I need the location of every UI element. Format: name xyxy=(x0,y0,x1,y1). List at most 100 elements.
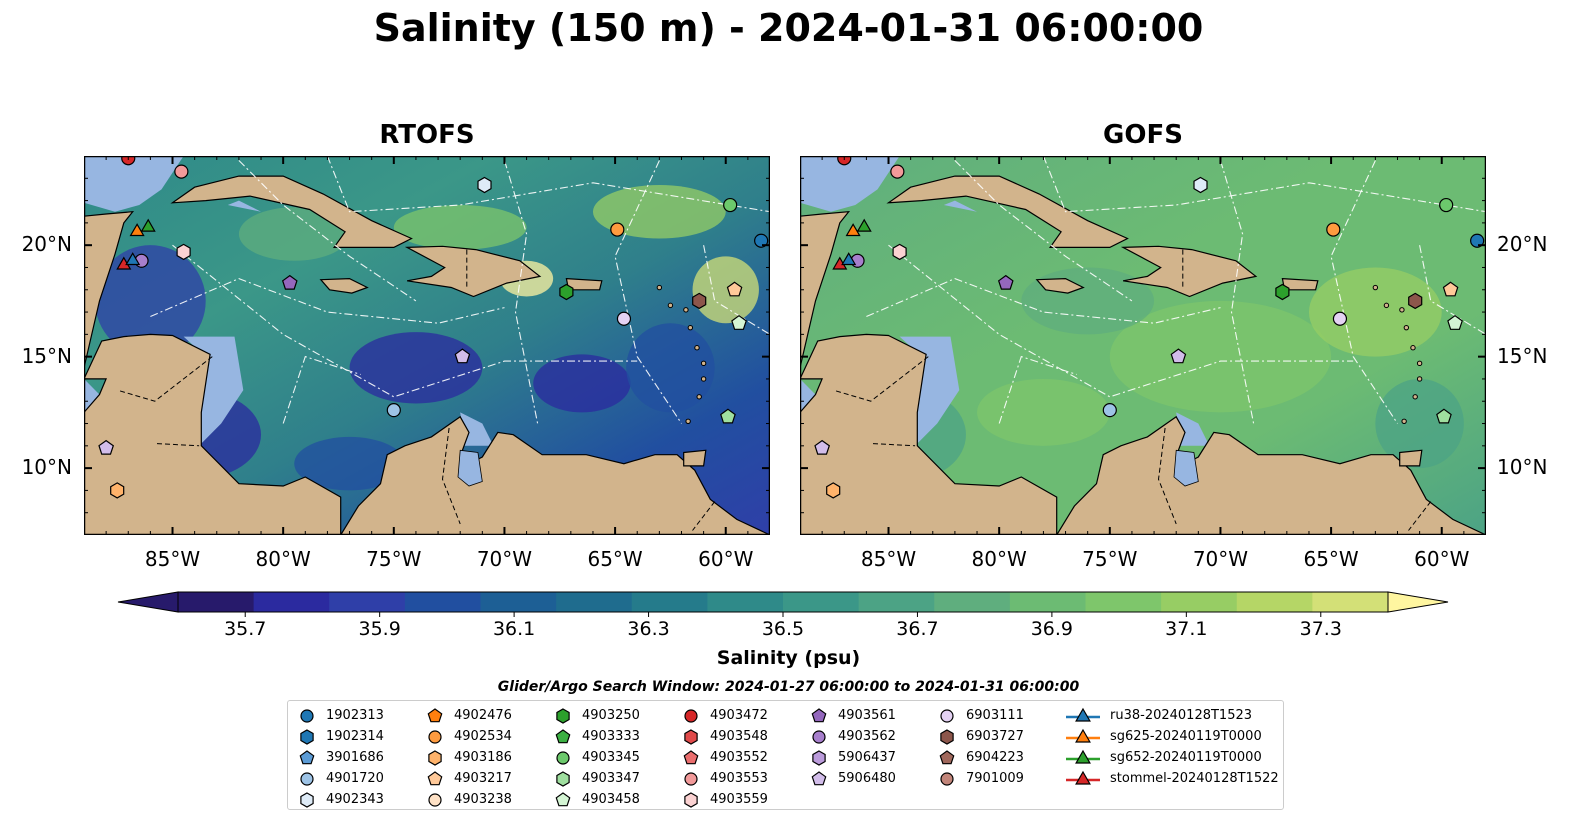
colorbar-segment xyxy=(1312,592,1389,612)
legend-symbol xyxy=(300,771,314,786)
colorbar-segment xyxy=(1236,592,1313,612)
island xyxy=(687,324,694,331)
legend-label: 4903250 xyxy=(582,708,640,723)
eez-boundary xyxy=(1419,245,1486,335)
legend-marker xyxy=(684,771,698,786)
legend-marker xyxy=(683,749,699,764)
argo-float-marker xyxy=(1439,197,1454,213)
legend-item: 4903559 xyxy=(682,789,768,810)
land-yucatan xyxy=(84,156,342,535)
colorbar-segment xyxy=(934,592,1011,612)
legend-label: 4903559 xyxy=(710,792,768,807)
colorbar-segment xyxy=(480,592,557,612)
legend: 1902313 1902314 3901686 4901720 4902343 49024… xyxy=(287,700,1284,810)
legend-column: 4903472 4903548 4903552 4903553 4903559 xyxy=(682,705,768,810)
eez-boundary xyxy=(1042,156,1486,213)
argo-float-marker xyxy=(726,281,743,297)
lat-tick-label-left: 10°N xyxy=(21,455,72,480)
eez-boundary xyxy=(703,245,770,335)
island xyxy=(1383,302,1390,309)
country-border xyxy=(117,356,213,402)
legend-label: 3901686 xyxy=(326,750,384,765)
island xyxy=(683,307,689,313)
legend-column: ru38-20240128T1523 sg625-20240119T0000 sg6… xyxy=(1066,705,1279,789)
colorbar-tick-label: 36.7 xyxy=(896,618,938,640)
argo-float-marker xyxy=(1408,292,1423,310)
land-hispaniola xyxy=(404,245,542,298)
land-southam xyxy=(1055,415,1486,535)
legend-item: 4903186 xyxy=(426,747,512,768)
legend-label: 4903345 xyxy=(582,750,640,765)
legend-symbol xyxy=(812,729,826,744)
legend-marker xyxy=(555,791,571,806)
salinity-patch xyxy=(692,256,759,324)
legend-symbol xyxy=(300,708,314,723)
legend-item: ru38-20240128T1523 xyxy=(1066,705,1279,726)
argo-float-marker xyxy=(1332,311,1348,326)
legend-column: 4903561 4903562 5906437 5906480 xyxy=(810,705,896,789)
argo-float-marker xyxy=(121,156,136,166)
glider-marker xyxy=(125,252,141,266)
argo-float-marker xyxy=(110,482,125,499)
map-frame xyxy=(84,156,770,535)
argo-float-marker xyxy=(98,439,115,455)
country-border xyxy=(872,443,916,447)
lon-tick-label: 60°W xyxy=(698,547,754,571)
argo-float-marker xyxy=(1326,222,1341,237)
legend-marker xyxy=(1066,749,1100,764)
legend-item: 5906437 xyxy=(810,747,896,768)
lon-tick-label: 85°W xyxy=(144,547,201,571)
legend-item: 4901720 xyxy=(298,768,384,789)
legend-marker xyxy=(684,728,698,745)
country-border xyxy=(1408,501,1432,531)
legend-marker xyxy=(940,728,954,745)
colorbar-segment xyxy=(404,592,481,612)
legend-symbol xyxy=(300,791,314,808)
lon-tick-label: 70°W xyxy=(476,547,533,571)
legend-symbol xyxy=(683,749,699,764)
legend-item: 6903727 xyxy=(938,726,1024,747)
legend-label: 6903727 xyxy=(966,729,1024,744)
argo-float-marker xyxy=(1275,283,1290,301)
land-hispaniola xyxy=(1120,245,1258,298)
salinity-patch xyxy=(95,245,206,357)
legend-marker xyxy=(940,708,954,723)
legend-symbol xyxy=(812,749,826,766)
eez-boundary xyxy=(614,160,682,424)
legend-label: 4903552 xyxy=(710,750,768,765)
legend-symbol xyxy=(684,771,698,786)
legend-symbol xyxy=(427,770,443,785)
colorbar-segment xyxy=(1085,592,1162,612)
map-svg xyxy=(84,156,770,535)
legend-marker xyxy=(812,729,826,744)
argo-float-marker xyxy=(1442,281,1459,297)
lat-tick-label-right: 20°N xyxy=(1497,232,1548,257)
legend-label: 4903347 xyxy=(582,771,640,786)
legend-symbol xyxy=(300,728,314,745)
legend-label: 4903553 xyxy=(710,771,768,786)
land-trinidad xyxy=(683,449,707,467)
land-cuba xyxy=(170,175,413,249)
salinity-patch xyxy=(1021,267,1155,335)
argo-float-marker xyxy=(1436,408,1452,424)
argo-float-marker xyxy=(1447,314,1463,330)
lat-tick-label-left: 15°N xyxy=(21,343,72,368)
legend-label: stommel-20240128T1522 xyxy=(1110,771,1279,786)
colorbar-segment xyxy=(1009,592,1086,612)
map-panel-rtofs[interactable] xyxy=(84,156,770,535)
colorbar-segment xyxy=(858,592,935,612)
colorbar-segment xyxy=(707,592,784,612)
legend-item: 7901009 xyxy=(938,768,1024,789)
country-border xyxy=(1157,427,1177,525)
island xyxy=(1412,394,1418,400)
shelf-region xyxy=(943,200,977,212)
colorbar-tick-label: 36.1 xyxy=(493,618,535,640)
legend-marker xyxy=(299,749,315,764)
panel-title-rtofs: RTOFS xyxy=(379,120,475,150)
salinity-patch xyxy=(238,207,350,261)
map-panel-gofs[interactable] xyxy=(800,156,1486,535)
land-trinidad xyxy=(1399,449,1423,467)
argo-float-marker xyxy=(477,176,492,194)
legend-symbol xyxy=(556,750,570,765)
legend-symbol xyxy=(684,791,698,808)
